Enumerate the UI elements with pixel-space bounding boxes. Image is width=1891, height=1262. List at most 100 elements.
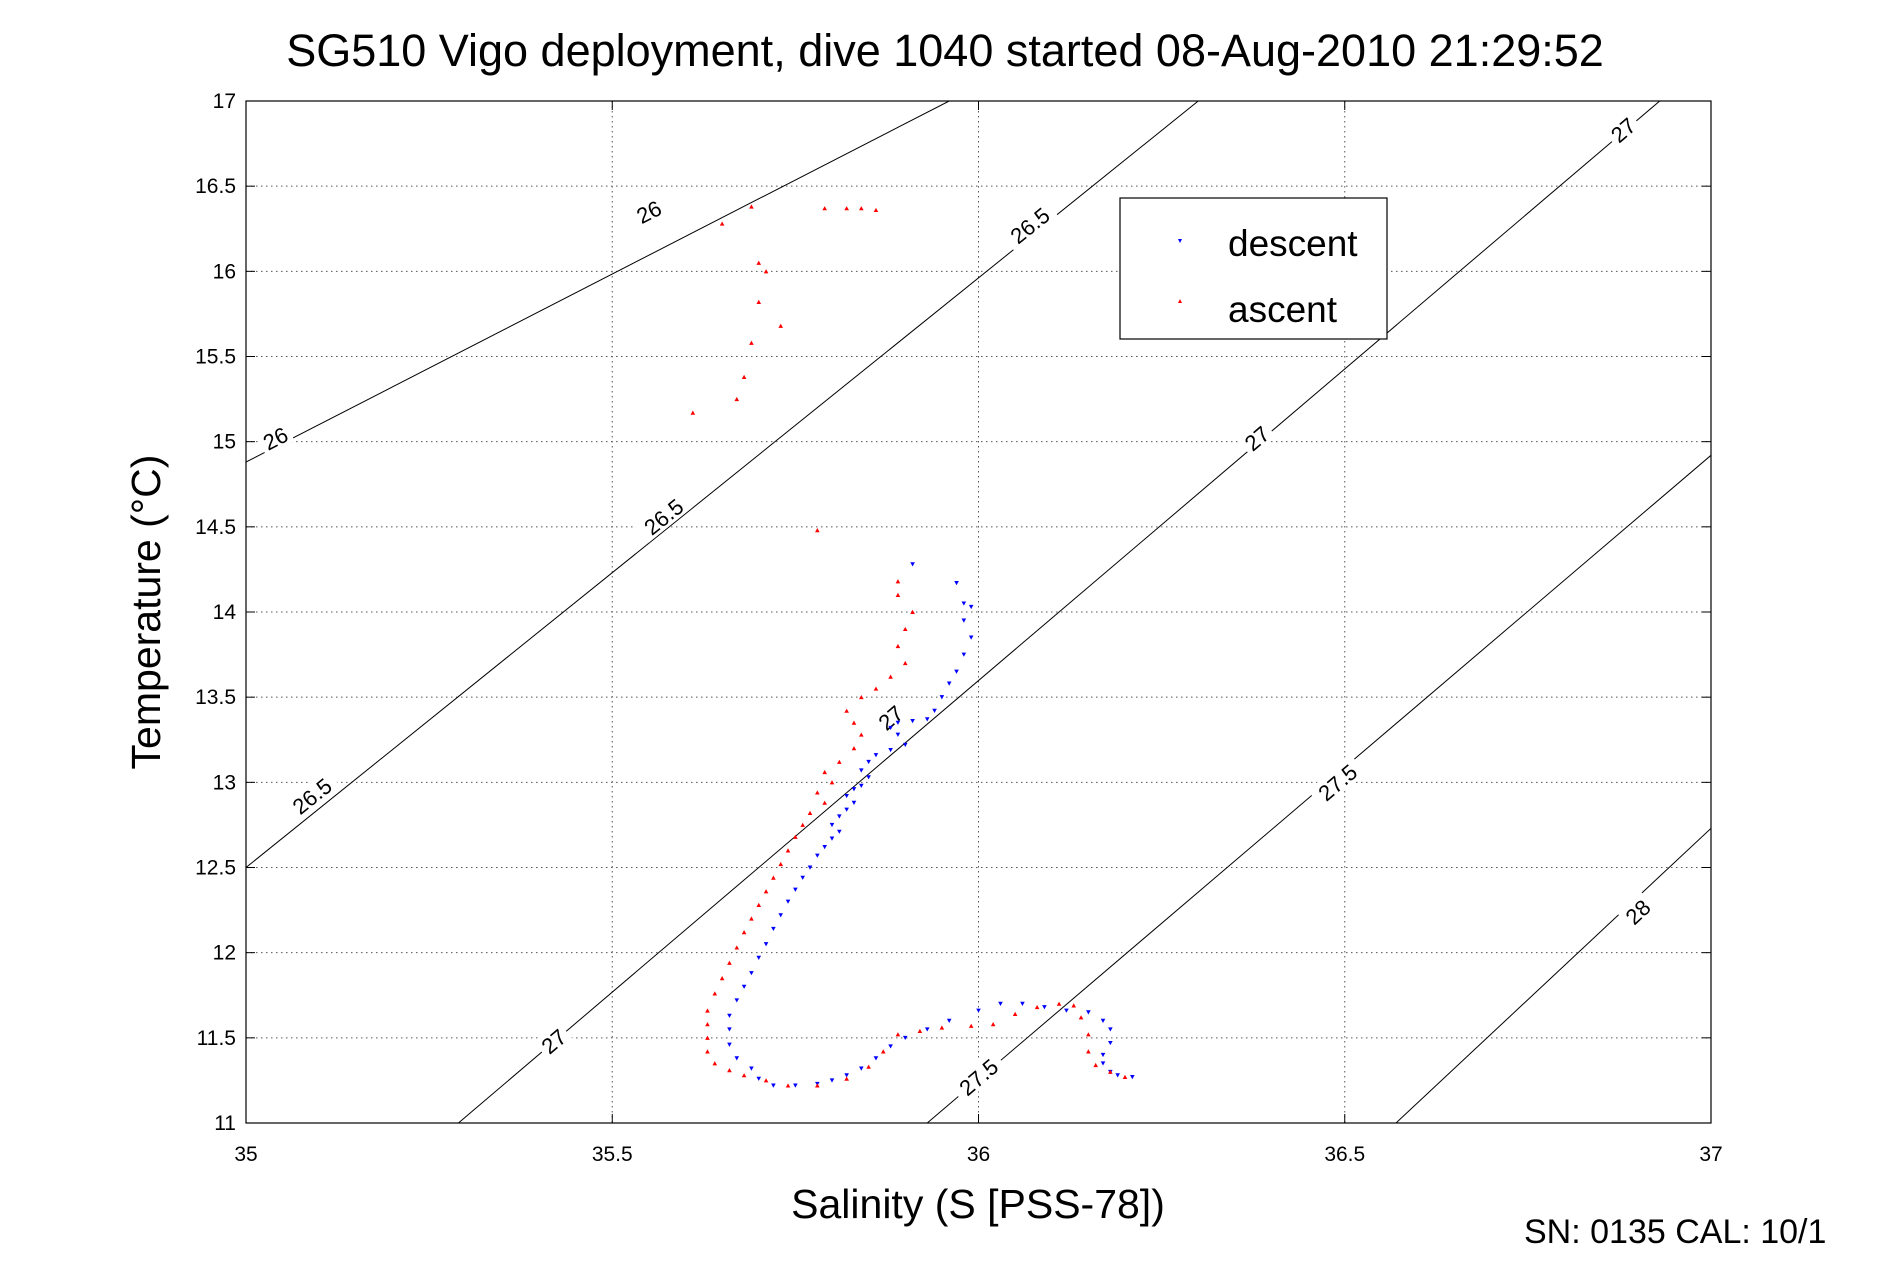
y-tick-label: 15.5 bbox=[195, 346, 236, 369]
ascent-point bbox=[1056, 1001, 1062, 1006]
ascent-point bbox=[1086, 1032, 1091, 1037]
descent-point bbox=[866, 759, 871, 765]
ascent-point bbox=[749, 340, 754, 345]
ascent-point bbox=[902, 660, 908, 666]
ascent-point bbox=[712, 991, 718, 996]
ascent-point bbox=[895, 592, 901, 597]
descent-point bbox=[888, 725, 893, 731]
isopycnal-label-bg bbox=[999, 197, 1059, 252]
isopycnal-label: 26.5 bbox=[999, 197, 1059, 252]
ascent-point bbox=[705, 1008, 710, 1013]
descent-point bbox=[859, 1066, 864, 1071]
descent-point bbox=[895, 720, 901, 725]
descent-point bbox=[946, 1018, 952, 1023]
descent-point bbox=[888, 747, 893, 753]
ascent-point bbox=[822, 800, 827, 805]
x-tick-label: 35 bbox=[234, 1143, 257, 1166]
legend-descent-label: descent bbox=[1228, 223, 1358, 264]
descent-point bbox=[902, 1035, 908, 1041]
ascent-point bbox=[705, 1035, 710, 1040]
ascent-point bbox=[880, 1049, 886, 1054]
descent-point bbox=[815, 853, 820, 858]
ascent-point bbox=[895, 1032, 901, 1037]
descent-point bbox=[837, 814, 842, 819]
y-tick-label: 14 bbox=[213, 601, 237, 624]
descent-point bbox=[837, 829, 842, 834]
descent-point bbox=[1020, 1001, 1025, 1006]
descent-point bbox=[1108, 1027, 1113, 1032]
calibration-footer: SN: 0135 CAL: 10/1 bbox=[1524, 1213, 1826, 1251]
descent-point bbox=[844, 807, 849, 812]
x-tick-label: 36 bbox=[967, 1143, 990, 1166]
ascent-point bbox=[771, 875, 776, 880]
legend-box bbox=[1119, 197, 1388, 340]
ascent-point bbox=[727, 960, 732, 965]
isopycnal-label-bg bbox=[869, 697, 910, 737]
ascent-point bbox=[785, 848, 791, 853]
x-axis-ticks: 35 35.5 36 36.5 37 bbox=[234, 101, 1723, 1166]
legend-descent-marker bbox=[1178, 239, 1182, 243]
descent-point bbox=[749, 1066, 754, 1071]
legend-ascent-label: ascent bbox=[1228, 289, 1338, 330]
y-tick-label: 16 bbox=[213, 260, 236, 283]
ascent-point bbox=[1086, 1049, 1091, 1054]
descent-point bbox=[829, 822, 835, 828]
y-axis-ticks: 11 11.5 12 12.5 13 13.5 14 14.5 15 15.5 16 16.5 17 bbox=[195, 90, 1711, 1135]
descent-point bbox=[968, 635, 974, 640]
ascent-point bbox=[859, 694, 864, 700]
isopycnal-line-26 bbox=[246, 101, 950, 463]
y-tick-label: 11 bbox=[214, 1112, 236, 1135]
ascent-point bbox=[815, 790, 820, 795]
descent-point bbox=[793, 887, 798, 892]
descent-point bbox=[771, 926, 776, 932]
descent-point bbox=[961, 618, 967, 623]
ascent-point bbox=[1122, 1074, 1128, 1080]
isopycnal-label-bg bbox=[1602, 109, 1643, 149]
descent-point bbox=[976, 1008, 981, 1013]
chart-title: SG510 Vigo deployment, dive 1040 started… bbox=[286, 25, 1604, 76]
descent-point bbox=[1100, 1052, 1106, 1058]
isopycnal-line-27 bbox=[458, 101, 1661, 1123]
isopycnal-label-bg bbox=[628, 192, 669, 229]
ascent-point bbox=[785, 1083, 791, 1088]
descent-point bbox=[829, 1078, 835, 1083]
descent-point bbox=[851, 787, 857, 792]
descent-point bbox=[961, 601, 967, 606]
ascent-point bbox=[1012, 1011, 1018, 1016]
ascent-point bbox=[756, 260, 762, 265]
descent-point bbox=[1115, 1073, 1120, 1078]
descent-point bbox=[1064, 1008, 1069, 1013]
descent-point bbox=[793, 1083, 798, 1088]
x-tick-label: 37 bbox=[1699, 1143, 1722, 1166]
ascent-point bbox=[807, 810, 813, 815]
ascent-point bbox=[719, 976, 725, 981]
isopycnal-label-bg bbox=[533, 1020, 573, 1060]
y-tick-label: 13.5 bbox=[195, 686, 236, 709]
ascent-point bbox=[859, 206, 864, 211]
descent-point bbox=[873, 753, 879, 758]
descent-point bbox=[998, 1001, 1003, 1006]
x-axis-label: Salinity (S [PSS-78]) bbox=[791, 1181, 1165, 1227]
descent-point bbox=[902, 742, 908, 748]
y-tick-label: 12.5 bbox=[195, 857, 236, 880]
isopycnal-label-bg bbox=[1307, 754, 1366, 809]
descent-point bbox=[954, 669, 959, 674]
descent-point bbox=[866, 775, 871, 780]
ascent-point bbox=[844, 1076, 849, 1081]
ascent-point bbox=[749, 916, 754, 921]
descent-point bbox=[851, 800, 857, 805]
descent-point bbox=[968, 604, 974, 610]
ascent-point bbox=[763, 889, 769, 894]
descent-point bbox=[800, 875, 805, 880]
isopycnal-label-bg bbox=[255, 419, 295, 456]
y-tick-label: 14.5 bbox=[195, 516, 236, 539]
descent-point bbox=[756, 955, 762, 960]
series-descent bbox=[727, 562, 1135, 1088]
data-series bbox=[690, 204, 1135, 1088]
descent-point bbox=[1100, 1018, 1106, 1023]
descent-point bbox=[1130, 1075, 1135, 1080]
ascent-point bbox=[793, 834, 798, 839]
isopycnal-label-bg bbox=[1617, 891, 1657, 931]
descent-point bbox=[734, 998, 740, 1003]
isopycnal-label-bg bbox=[948, 1048, 1007, 1104]
